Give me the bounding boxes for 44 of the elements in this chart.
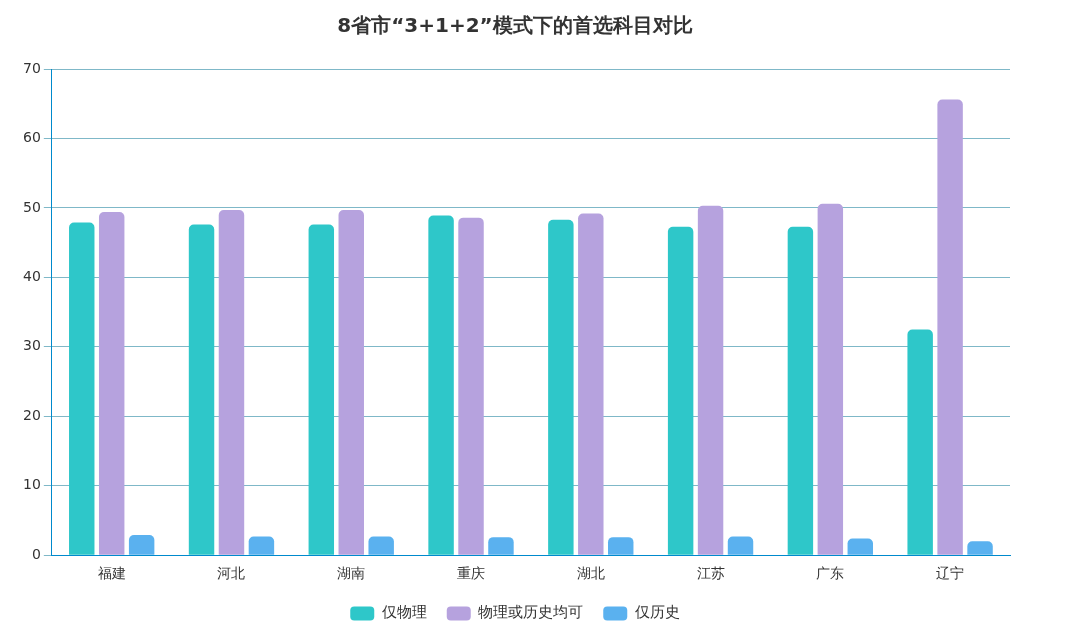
bar [368, 536, 394, 555]
legend-label: 仅物理 [381, 603, 427, 622]
bar [98, 212, 125, 555]
chart-title: 8省市“3+1+2”模式下的首选科目对比 [337, 13, 693, 38]
bar [428, 215, 454, 555]
bar [817, 203, 844, 555]
bar [937, 99, 963, 555]
bar [578, 213, 604, 555]
bar [69, 222, 95, 555]
x-tick-label: 福建 [97, 565, 126, 582]
y-tick-label: 30 [22, 337, 41, 354]
x-tick-label: 辽宁 [936, 565, 965, 582]
x-tick-label: 湖南 [337, 565, 366, 582]
bar [847, 538, 874, 555]
bar [967, 541, 993, 555]
y-tick-label: 10 [22, 476, 41, 493]
y-tick-label: 0 [31, 545, 41, 562]
legend-label: 物理或历史均可 [478, 603, 584, 622]
bar [548, 219, 574, 555]
bar [488, 537, 514, 555]
bar [697, 205, 724, 555]
bar [907, 329, 933, 555]
y-tick-label: 40 [22, 268, 41, 285]
bar [667, 226, 694, 555]
bar [188, 224, 215, 555]
x-tick-label: 河北 [217, 565, 246, 582]
y-tick-label: 70 [22, 59, 41, 76]
bar [458, 217, 484, 555]
bar [248, 536, 275, 555]
bar [727, 536, 754, 555]
bar [787, 226, 814, 555]
x-tick-label: 重庆 [457, 565, 486, 582]
bar [608, 537, 634, 555]
x-tick-label: 江苏 [696, 565, 725, 582]
bar [308, 224, 335, 555]
bar [218, 210, 245, 555]
bar [128, 535, 155, 555]
legend-label: 仅历史 [634, 603, 680, 622]
y-tick-label: 60 [22, 129, 41, 146]
y-tick-label: 20 [22, 406, 41, 423]
x-tick-label: 湖北 [576, 565, 605, 582]
bar [338, 210, 364, 555]
x-tick-label: 广东 [816, 565, 845, 582]
y-tick-label: 50 [22, 198, 41, 215]
